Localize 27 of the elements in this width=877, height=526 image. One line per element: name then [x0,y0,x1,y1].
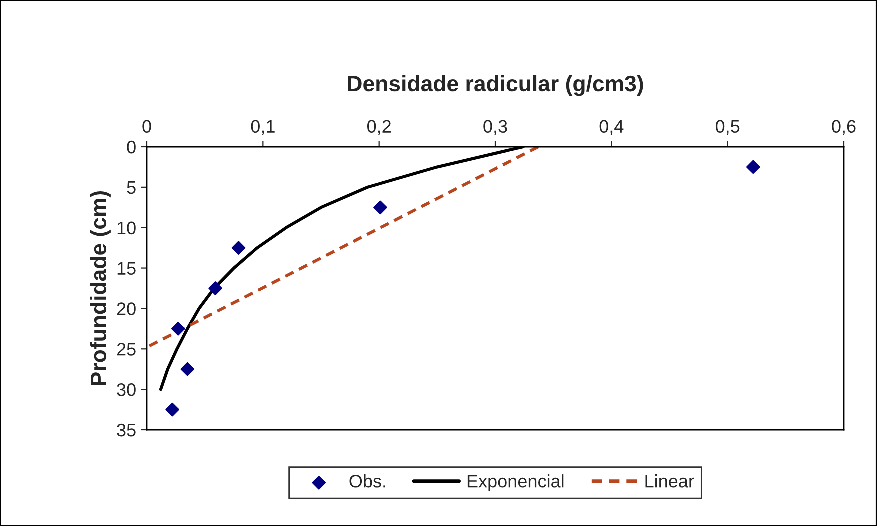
point [166,402,180,417]
x-tick-label: 0,1 [251,120,275,136]
legend-label: Exponencial [468,474,564,492]
y-tick-label: 35 [117,424,136,437]
x-tick-label: 0,5 [716,120,740,136]
x-tick-label: 0,4 [600,120,624,136]
y-tick-label: 25 [117,343,136,356]
legend-label: Linear [646,474,694,488]
legend-label: Obs. [350,474,386,488]
point [374,200,388,215]
y-tick-label: 30 [117,384,136,396]
x-tick-label: 0,2 [367,120,391,136]
y-axis-title: Profundidade (cm) [90,191,111,386]
y-tick-label: 10 [118,222,136,235]
point [180,362,195,376]
chart-title: Densidade radicular (g/cm3) [348,75,644,96]
y-tick-label: 0 [127,140,136,154]
x-tick-label: 0 [142,120,152,134]
point [208,282,222,296]
y-tick-label: 20 [117,302,136,316]
x-tick-label: 0,3 [484,120,508,136]
point [746,160,760,174]
point [171,322,186,336]
x-tick-label: 0,6 [832,120,856,136]
point [232,241,246,255]
y-tick-label: 15 [118,262,136,276]
y-tick-label: 5 [127,182,136,194]
